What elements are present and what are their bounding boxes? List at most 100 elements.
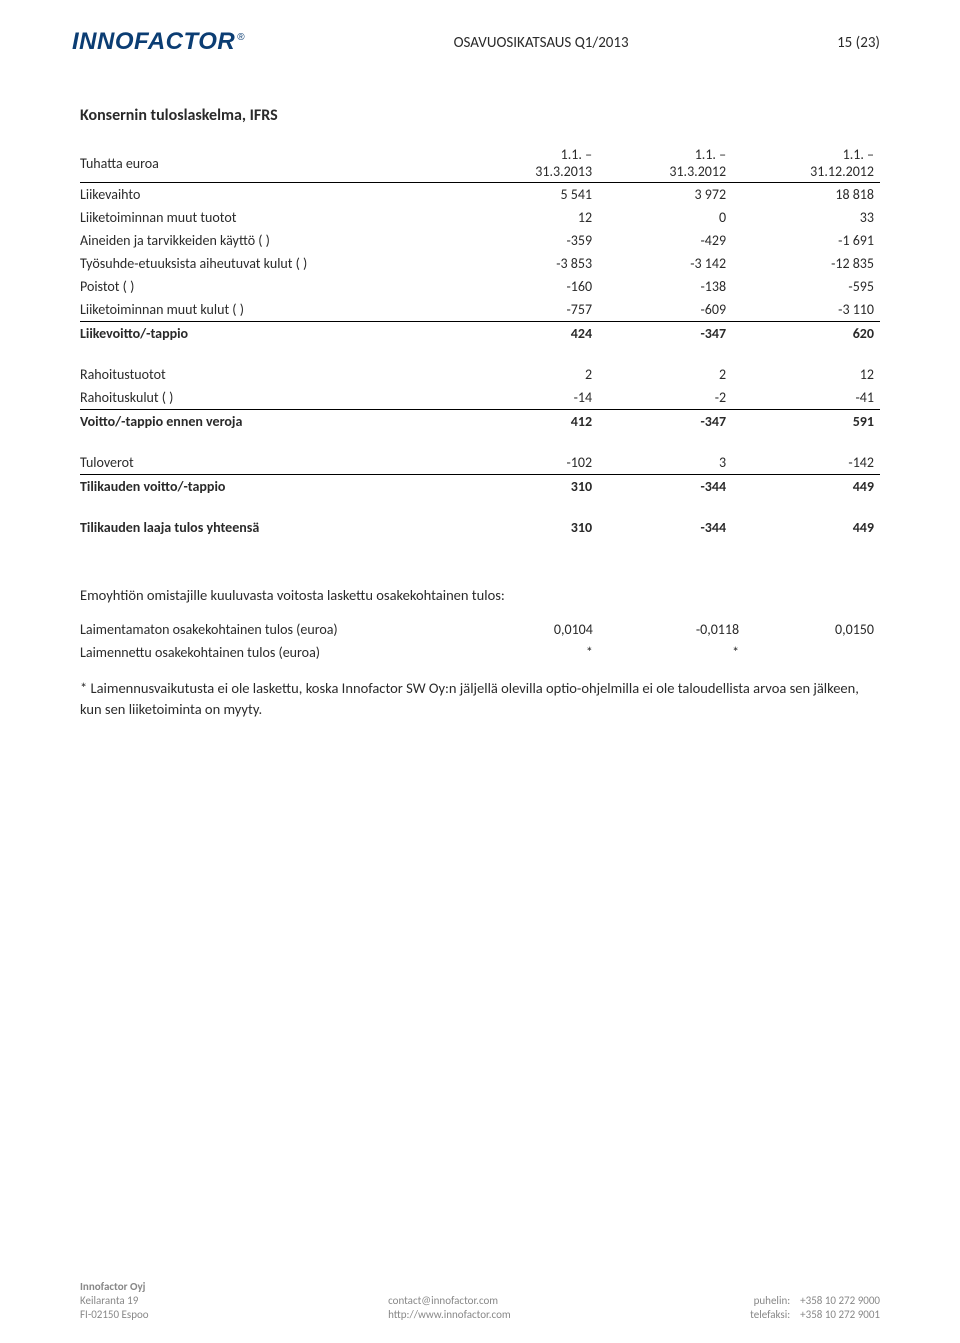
row-value: -138 [598,275,732,298]
row-value: 5 541 [464,183,598,207]
row-label: Laimennettu osakekohtainen tulos (euroa) [80,641,464,664]
footer-phone-label: puhelin: [754,1294,791,1307]
footer-middle: contact@innofactor.com http://www.innofa… [388,1280,511,1321]
gap-row [80,345,880,363]
table-total-row: Liikevoitto/-tappio424-347620 [80,322,880,346]
footer-right: puhelin: +358 10 272 9000 telefaksi: +35… [750,1280,880,1321]
row-value: -344 [598,475,732,499]
row-value: * [464,641,599,664]
footer-spacer [388,1280,511,1293]
page-header: INNOFACTOR® OSAVUOSIKATSAUS Q1/2013 15 (… [0,0,960,56]
row-value: -609 [598,298,732,322]
row-label: Voitto/-tappio ennen veroja [80,410,464,434]
table-row: Rahoitustuotot2212 [80,363,880,386]
table-total-row: Tilikauden voitto/-tappio310-344449 [80,475,880,499]
logo-text: INNOFACTOR [72,28,235,55]
footer-spacer-2 [750,1280,880,1293]
row-value: 2 [464,363,598,386]
row-value: -3 142 [598,252,732,275]
row-label: Työsuhde-etuuksista aiheutuvat kulut ( ) [80,252,464,275]
row-value: -757 [464,298,598,322]
footer-fax-value: +358 10 272 9001 [800,1308,880,1321]
page-footer: Innofactor Oyj Keilaranta 19 FI-02150 Es… [0,1280,960,1321]
row-label: Tuloverot [80,451,464,475]
row-value: 1.1. –31.3.2012 [598,143,732,183]
row-value: -1 691 [732,229,880,252]
row-value: -347 [598,322,732,346]
row-label: Rahoitustuotot [80,363,464,386]
row-value: 3 972 [598,183,732,207]
footer-left: Innofactor Oyj Keilaranta 19 FI-02150 Es… [80,1280,149,1321]
footer-address-2: FI-02150 Espoo [80,1308,149,1321]
row-value: 591 [732,410,880,434]
footer-company: Innofactor Oyj [80,1280,149,1293]
row-value: 0,0150 [745,618,880,641]
gap-row [80,539,880,557]
row-value: -595 [732,275,880,298]
footer-url: http://www.innofactor.com [388,1308,511,1321]
gap-row [80,433,880,451]
row-value: -102 [464,451,598,475]
row-value: -41 [732,386,880,410]
row-value: -142 [732,451,880,475]
row-value: 12 [464,206,598,229]
row-label: Liiketoiminnan muut kulut ( ) [80,298,464,322]
row-value: 310 [464,516,598,539]
row-value: 412 [464,410,598,434]
table-row: Aineiden ja tarvikkeiden käyttö ( )-359 -… [80,229,880,252]
row-label: Aineiden ja tarvikkeiden käyttö ( ) [80,229,464,252]
row-label: Laimentamaton osakekohtainen tulos (euro… [80,618,464,641]
row-value: 620 [732,322,880,346]
eps-row: Laimennettu osakekohtainen tulos (euroa)… [80,641,880,664]
page-content: Konsernin tuloslaskelma, IFRS Tuhatta eu… [0,56,960,720]
row-value: -344 [598,516,732,539]
row-value: 18 818 [732,183,880,207]
row-value: 0,0104 [464,618,599,641]
row-value: 310 [464,475,598,499]
row-value: -359 [464,229,598,252]
row-value: 1.1. –31.3.2013 [464,143,598,183]
gap-row [80,498,880,516]
table-row: Liikevaihto5 5413 97218 818 [80,183,880,207]
row-value: 2 [598,363,732,386]
footer-address-1: Keilaranta 19 [80,1294,149,1307]
row-value [745,641,880,664]
eps-row: Laimentamaton osakekohtainen tulos (euro… [80,618,880,641]
table-row: Poistot ( )-160-138-595 [80,275,880,298]
table-total-row: Tilikauden laaja tulos yhteensä310-34444… [80,516,880,539]
row-label: Liikevaihto [80,183,464,207]
table-row: Liiketoiminnan muut tuotot12033 [80,206,880,229]
row-value: 0 [598,206,732,229]
row-value: 1.1. –31.12.2012 [732,143,880,183]
table-row: Tuloverot-1023-142 [80,451,880,475]
row-value: 33 [732,206,880,229]
table-row: Liiketoiminnan muut kulut ( )-757-609-3 … [80,298,880,322]
row-value: -12 835 [732,252,880,275]
row-value: 424 [464,322,598,346]
row-value: -0,0118 [599,618,745,641]
footer-fax-label: telefaksi: [750,1308,790,1321]
footer-email: contact@innofactor.com [388,1294,511,1307]
table-row: Rahoituskulut ( )-14-2-41 [80,386,880,410]
row-label: Liiketoiminnan muut tuotot [80,206,464,229]
row-value: 449 [732,516,880,539]
row-value: 12 [732,363,880,386]
table-header: Tuhatta euroa1.1. –31.3.20131.1. –31.3.2… [80,143,880,183]
row-label: Rahoituskulut ( ) [80,386,464,410]
row-value: -2 [598,386,732,410]
footer-fax: telefaksi: +358 10 272 9001 [750,1308,880,1321]
row-label: Poistot ( ) [80,275,464,298]
company-logo: INNOFACTOR® [72,28,245,56]
row-value: 449 [732,475,880,499]
row-label: Tilikauden voitto/-tappio [80,475,464,499]
row-value: -3 853 [464,252,598,275]
table-total-row: Voitto/-tappio ennen veroja412-347591 [80,410,880,434]
table-row: Työsuhde-etuuksista aiheutuvat kulut ( )… [80,252,880,275]
footer-phone-value: +358 10 272 9000 [800,1294,880,1307]
row-label: Liikevoitto/-tappio [80,322,464,346]
row-value: * [599,641,745,664]
eps-table: Laimentamaton osakekohtainen tulos (euro… [80,618,880,664]
row-label: Tuhatta euroa [80,143,464,183]
eps-intro: Emoyhtiön omistajille kuuluvasta voitost… [80,585,880,606]
registered-icon: ® [237,32,245,43]
